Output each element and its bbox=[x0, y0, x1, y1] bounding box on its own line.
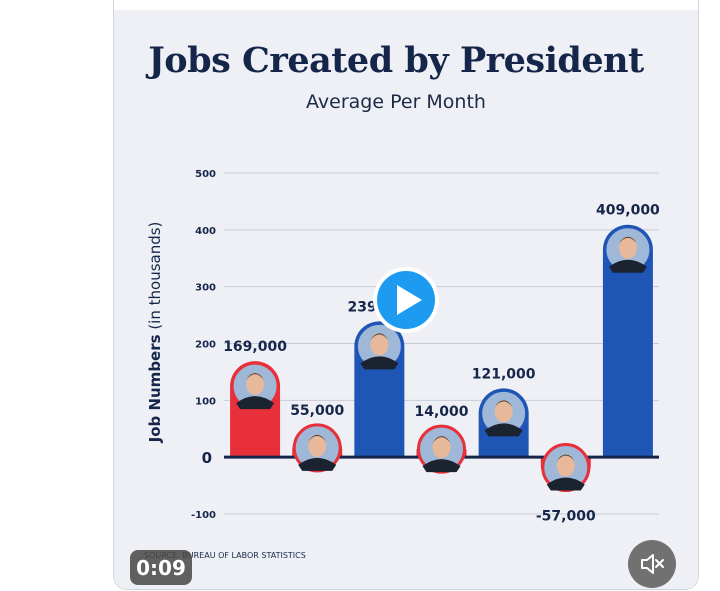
portrait-hair bbox=[246, 373, 265, 381]
portrait-hair bbox=[556, 454, 575, 462]
portrait-suit bbox=[484, 423, 523, 437]
chart-source: SOURCE: BUREAU OF LABOR STATISTICS bbox=[144, 551, 306, 560]
portrait-hair bbox=[308, 434, 327, 442]
y-tick-label: 500 bbox=[195, 169, 216, 180]
portrait-suit bbox=[608, 259, 647, 273]
president-portrait bbox=[603, 225, 653, 275]
bar-value-label: 121,000 bbox=[472, 366, 536, 382]
y-axis-label-units: (in thousands) bbox=[146, 222, 164, 335]
y-axis-ticks: 500 400 300 200 100 0 -100 bbox=[191, 169, 216, 521]
y-axis-label-bold: Job Numbers bbox=[146, 334, 164, 443]
y-tick-label: 200 bbox=[195, 340, 216, 351]
value-labels: 169,00055,000239,00014,000121,000-57,000… bbox=[223, 203, 660, 525]
mute-button[interactable] bbox=[628, 540, 676, 588]
portrait-hair bbox=[618, 236, 637, 244]
y-axis-label: Job Numbers (in thousands) bbox=[146, 222, 164, 444]
bar-value-label: 55,000 bbox=[290, 403, 344, 419]
president-portrait bbox=[479, 388, 529, 438]
portrait-face bbox=[370, 333, 389, 356]
president-portrait bbox=[230, 361, 280, 411]
portrait-face bbox=[308, 434, 327, 457]
bar bbox=[602, 224, 653, 458]
y-tick-label: 100 bbox=[195, 396, 216, 407]
portrait-hair bbox=[494, 400, 513, 408]
portrait-hair bbox=[370, 333, 389, 341]
chart-subtitle: Average Per Month bbox=[306, 91, 486, 113]
bar-value-label: -57,000 bbox=[536, 509, 596, 525]
volume-muted-icon bbox=[641, 554, 664, 574]
portraits bbox=[230, 225, 653, 493]
president-portrait bbox=[292, 423, 342, 473]
portrait-face bbox=[556, 454, 575, 477]
y-tick-label: 400 bbox=[195, 226, 216, 237]
portrait-suit bbox=[298, 457, 337, 471]
portrait-face bbox=[494, 400, 513, 423]
y-tick-label: -100 bbox=[191, 510, 216, 521]
play-icon bbox=[397, 285, 422, 315]
y-tick-label: 0 bbox=[202, 449, 212, 467]
president-portrait bbox=[541, 443, 591, 493]
bar-value-label: 14,000 bbox=[414, 404, 468, 420]
chart-title: Jobs Created by President bbox=[145, 40, 644, 81]
bar-value-label: 169,000 bbox=[223, 339, 287, 355]
president-portrait bbox=[417, 424, 466, 474]
portrait-face bbox=[432, 436, 451, 459]
portrait-face bbox=[618, 236, 637, 259]
portrait-suit bbox=[422, 459, 461, 473]
video-timestamp: 0:09 bbox=[130, 550, 192, 585]
portrait-hair bbox=[432, 436, 451, 444]
portrait-face bbox=[246, 373, 265, 396]
president-portrait bbox=[354, 321, 404, 371]
play-button[interactable] bbox=[373, 267, 439, 333]
portrait-suit bbox=[360, 356, 399, 370]
tweet-media-card: Jobs Created by President Average Per Mo… bbox=[113, 0, 699, 590]
bar-value-label: 409,000 bbox=[596, 203, 660, 219]
video-player[interactable]: Jobs Created by President Average Per Mo… bbox=[114, 10, 698, 589]
gridlines bbox=[224, 172, 659, 515]
portrait-suit bbox=[546, 477, 585, 491]
portrait-suit bbox=[236, 396, 275, 410]
y-tick-label: 300 bbox=[195, 283, 216, 294]
chart: Jobs Created by President Average Per Mo… bbox=[144, 40, 660, 560]
